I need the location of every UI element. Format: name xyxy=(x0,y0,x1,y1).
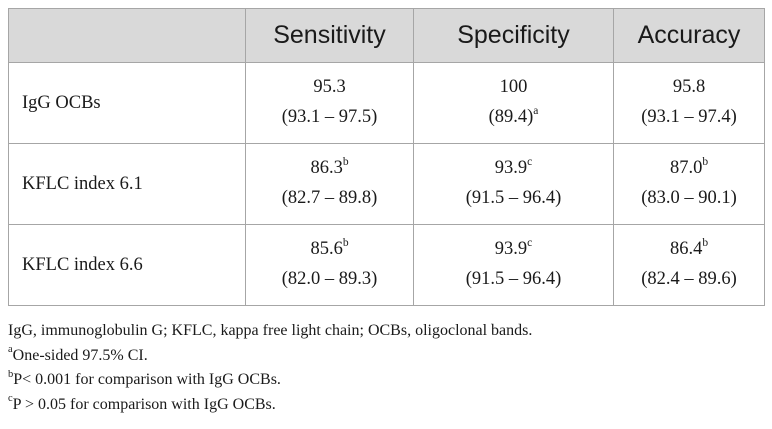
cell-value-footnote-mark: b xyxy=(702,156,709,169)
footnote-mark: c xyxy=(8,393,13,405)
accuracy-cell: 87.0b (83.0 – 90.1) xyxy=(613,143,765,225)
footnote-mark: b xyxy=(8,368,14,380)
table-footnotes: IgG, immunoglobulin G; KFLC, kappa free … xyxy=(8,319,532,417)
header-cell-sensitivity: Sensitivity xyxy=(245,8,414,63)
abbreviations-note: IgG, immunoglobulin G; KFLC, kappa free … xyxy=(8,322,533,339)
table-row: IgG OCBs 95.3 (93.1 – 97.5) 100 (89.4)a … xyxy=(8,62,765,144)
header-cell-accuracy: Accuracy xyxy=(613,8,765,63)
cell-ci: (93.1 – 97.4) xyxy=(641,107,737,127)
cell-value: 93.9 xyxy=(494,239,528,260)
cell-ci: (83.0 – 90.1) xyxy=(641,188,737,208)
header-row: Sensitivity Specificity Accuracy xyxy=(8,8,765,63)
results-table: Sensitivity Specificity Accuracy IgG OCB… xyxy=(8,8,765,306)
header-cell-blank xyxy=(8,8,246,63)
cell-value: 86.3 xyxy=(310,158,343,179)
footnote-text: One-sided 97.5% CI. xyxy=(12,346,148,364)
footnote-text: P< 0.001 for comparison with IgG OCBs. xyxy=(13,371,281,388)
cell-ci: (93.1 – 97.5) xyxy=(281,107,378,127)
cell-value: 86.4 xyxy=(669,239,703,260)
footnote-b: bP< 0.001 for comparison with IgG OCBs. xyxy=(8,368,532,393)
cell-value-footnote-mark: b xyxy=(702,237,709,250)
cell-ci: (91.5 – 96.4) xyxy=(465,188,562,208)
cell-value: 93.9 xyxy=(494,158,528,179)
cell-value-footnote-mark: c xyxy=(527,237,533,250)
cell-value: 87.0 xyxy=(669,158,703,179)
footnote-c: cP > 0.05 for comparison with IgG OCBs. xyxy=(8,393,532,418)
specificity-cell: 93.9c (91.5 – 96.4) xyxy=(413,143,614,225)
table-row: KFLC index 6.6 85.6b (82.0 – 89.3) 93.9c… xyxy=(8,224,765,306)
cell-ci-footnote-mark: a xyxy=(533,104,539,117)
sensitivity-cell: 86.3b (82.7 – 89.8) xyxy=(245,143,414,225)
cell-ci: (89.4) xyxy=(488,107,534,127)
cell-value: 95.3 xyxy=(313,77,346,98)
specificity-cell: 100 (89.4)a xyxy=(413,62,614,144)
accuracy-cell: 86.4b (82.4 – 89.6) xyxy=(613,224,765,306)
cell-ci: (82.0 – 89.3) xyxy=(281,269,378,289)
cell-value-footnote-mark: b xyxy=(342,156,349,169)
cell-value-footnote-mark: b xyxy=(342,237,349,250)
footnote-text: P > 0.05 for comparison with IgG OCBs. xyxy=(12,395,276,413)
header-cell-specificity: Specificity xyxy=(413,8,614,63)
footnote-mark: a xyxy=(8,344,13,356)
table-row: KFLC index 6.1 86.3b (82.7 – 89.8) 93.9c… xyxy=(8,143,765,225)
accuracy-cell: 95.8 (93.1 – 97.4) xyxy=(613,62,765,144)
specificity-cell: 93.9c (91.5 – 96.4) xyxy=(413,224,614,306)
sensitivity-cell: 95.3 (93.1 – 97.5) xyxy=(245,62,414,144)
cell-value-footnote-mark: c xyxy=(527,156,533,169)
sensitivity-cell: 85.6b (82.0 – 89.3) xyxy=(245,224,414,306)
cell-ci: (82.4 – 89.6) xyxy=(641,269,737,289)
row-label: KFLC index 6.6 xyxy=(8,224,246,306)
footnote-a: aOne-sided 97.5% CI. xyxy=(8,344,532,369)
cell-ci: (91.5 – 96.4) xyxy=(465,269,562,289)
cell-value: 95.8 xyxy=(672,77,706,98)
cell-value: 85.6 xyxy=(310,239,343,260)
cell-ci: (82.7 – 89.8) xyxy=(281,188,378,208)
row-label: IgG OCBs xyxy=(8,62,246,144)
row-label: KFLC index 6.1 xyxy=(8,143,246,225)
cell-value: 100 xyxy=(499,77,528,98)
